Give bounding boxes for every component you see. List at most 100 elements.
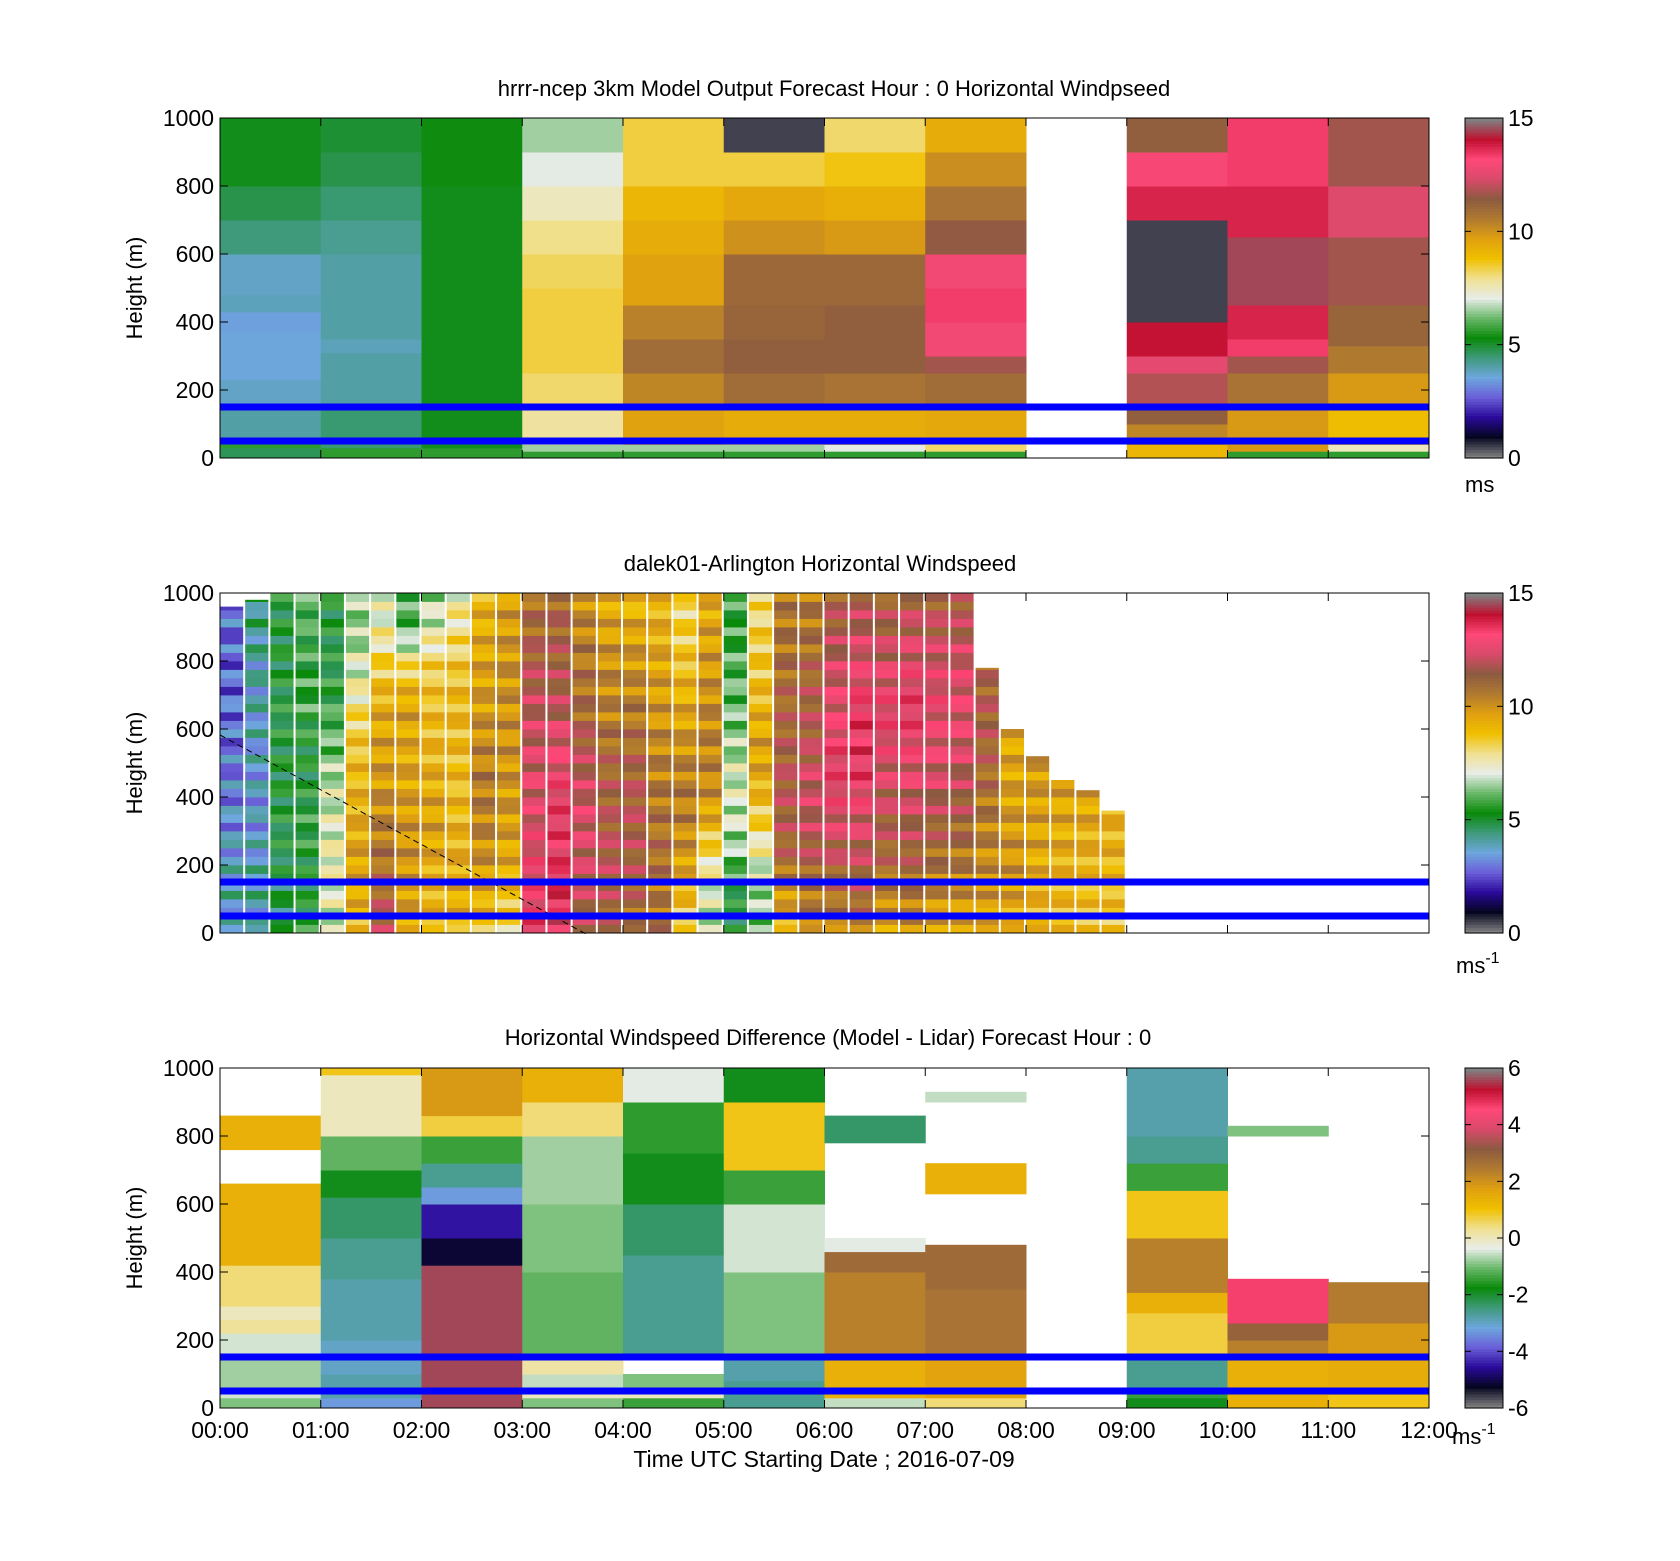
heatmap-cell xyxy=(371,678,395,687)
heatmap-cell xyxy=(673,780,697,789)
heatmap-cell xyxy=(1076,899,1100,908)
heatmap-cell xyxy=(748,729,773,738)
heatmap-cell xyxy=(1227,118,1329,187)
colorbar-band xyxy=(1465,361,1503,366)
heatmap-cell xyxy=(673,746,697,755)
heatmap-cell xyxy=(723,644,747,653)
heatmap-cell xyxy=(1101,899,1125,908)
heatmap-cell xyxy=(471,788,496,798)
heatmap-cell xyxy=(673,839,697,849)
heatmap-cell xyxy=(421,814,445,823)
heatmap-cell xyxy=(925,848,949,857)
heatmap-cell xyxy=(698,703,722,713)
colorbar-band xyxy=(1465,1357,1503,1361)
heatmap-cell xyxy=(849,916,873,925)
heatmap-cell xyxy=(774,712,798,721)
heatmap-cell xyxy=(320,703,344,713)
colorbar-band xyxy=(1465,1354,1503,1358)
heatmap-cell xyxy=(698,729,722,738)
heatmap-cell xyxy=(497,712,521,721)
heatmap-cell xyxy=(748,763,773,772)
heatmap-cell xyxy=(874,865,899,874)
heatmap-cell xyxy=(446,593,470,602)
colorbar-band xyxy=(1465,816,1503,821)
colorbar-band xyxy=(1465,333,1503,337)
colorbar-band xyxy=(1465,1260,1503,1265)
heatmap-cell xyxy=(849,593,873,602)
colorbar-band xyxy=(1465,160,1503,164)
heatmap-cell xyxy=(723,186,825,221)
heatmap-cell xyxy=(925,627,949,636)
heatmap-cell xyxy=(371,924,395,934)
heatmap-cell xyxy=(975,899,999,908)
heatmap-cell xyxy=(421,661,445,670)
heatmap-cell xyxy=(824,729,848,738)
heatmap-cell xyxy=(824,635,848,645)
heatmap-cell xyxy=(975,678,999,687)
heatmap-cell xyxy=(925,593,949,602)
heatmap-cell xyxy=(824,703,848,713)
heatmap-cell xyxy=(748,618,773,628)
heatmap-cell xyxy=(547,729,571,738)
heatmap-cell xyxy=(270,822,294,832)
heatmap-cell xyxy=(345,797,370,806)
heatmap-cell xyxy=(597,814,621,823)
heatmap-cell xyxy=(421,848,445,857)
heatmap-cell xyxy=(623,848,647,857)
heatmap-cell xyxy=(975,924,999,934)
heatmap-cell xyxy=(673,848,697,857)
heatmap-cell xyxy=(623,451,725,459)
heatmap-cell xyxy=(396,652,420,662)
heatmap-cell xyxy=(774,635,798,645)
heatmap-cell xyxy=(522,788,546,798)
colorbar-band xyxy=(1465,217,1503,221)
colorbar-band xyxy=(1465,319,1503,323)
colorbar-tick-label: 10 xyxy=(1508,218,1534,244)
colorbar-band xyxy=(1465,378,1503,383)
heatmap-cell xyxy=(925,831,949,840)
heatmap-cell xyxy=(849,661,873,670)
heatmap-cell xyxy=(295,635,319,645)
heatmap-cell xyxy=(1076,856,1100,866)
heatmap-cell xyxy=(824,1238,926,1253)
heatmap-cell xyxy=(1126,220,1228,323)
heatmap-cell xyxy=(1000,856,1024,866)
heatmap-cell xyxy=(446,763,470,772)
panel-difference-title: Horizontal Windspeed Difference (Model -… xyxy=(505,1025,1151,1050)
colorbar-band xyxy=(1465,1107,1503,1112)
heatmap-cell xyxy=(220,669,244,679)
heatmap-cell xyxy=(220,899,244,908)
heatmap-cell xyxy=(849,754,873,764)
heatmap-cell xyxy=(673,695,697,704)
heatmap-cell xyxy=(572,907,596,917)
colorbar-band xyxy=(1465,1229,1503,1233)
colorbar-band xyxy=(1465,723,1503,727)
colorbar-band xyxy=(1465,1161,1503,1165)
heatmap-cell xyxy=(522,601,546,611)
heatmap-cell xyxy=(623,1204,725,1256)
heatmap-cell xyxy=(1026,771,1050,781)
heatmap-cell xyxy=(522,746,546,755)
heatmap-cell xyxy=(522,890,546,900)
colorbar-band xyxy=(1465,850,1503,855)
panel-model-reference-lines xyxy=(220,403,1429,445)
heatmap-cell xyxy=(648,848,672,857)
heatmap-cell xyxy=(421,703,445,713)
heatmap-cell xyxy=(900,661,924,670)
heatmap-cell xyxy=(446,890,470,900)
heatmap-cell xyxy=(673,916,697,925)
heatmap-cell xyxy=(572,873,596,883)
colorbar-band xyxy=(1465,251,1503,255)
colorbar-band xyxy=(1465,814,1503,818)
colorbar-band xyxy=(1465,299,1503,303)
heatmap-cell xyxy=(774,729,798,738)
heatmap-cell xyxy=(497,890,521,900)
heatmap-cell xyxy=(824,856,848,866)
heatmap-cell xyxy=(497,686,521,696)
heatmap-cell xyxy=(723,444,825,452)
heatmap-cell xyxy=(421,712,445,721)
panel-model-heatmap xyxy=(220,118,1430,459)
heatmap-cell xyxy=(648,754,672,764)
heatmap-cell xyxy=(673,729,697,738)
colorbar-band xyxy=(1465,197,1503,201)
